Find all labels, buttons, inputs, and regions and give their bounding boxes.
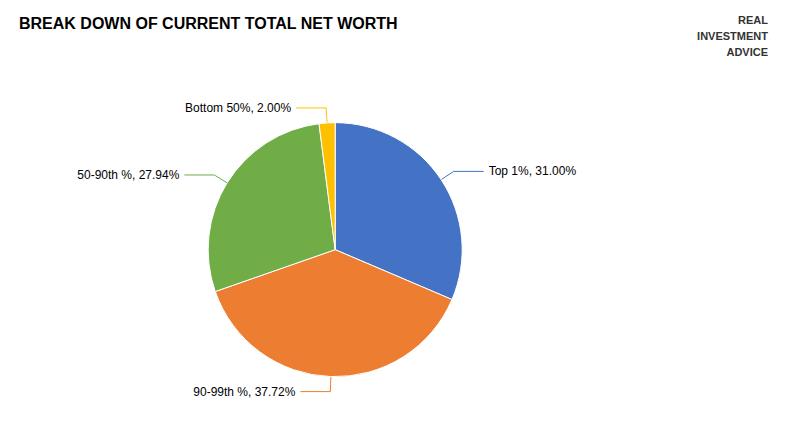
svg-text:Top 1%, 31.00%: Top 1%, 31.00% — [489, 164, 577, 178]
svg-text:90-99th %, 37.72%: 90-99th %, 37.72% — [193, 385, 295, 399]
svg-text:INVESTMENT: INVESTMENT — [697, 30, 768, 42]
svg-text:Bottom 50%, 2.00%: Bottom 50%, 2.00% — [185, 101, 291, 115]
svg-text:50-90th %, 27.94%: 50-90th %, 27.94% — [77, 168, 179, 182]
svg-text:ADVICE: ADVICE — [726, 46, 768, 58]
svg-text:BREAK DOWN OF CURRENT TOTAL NE: BREAK DOWN OF CURRENT TOTAL NET WORTH — [19, 15, 398, 32]
svg-text:REAL: REAL — [738, 14, 768, 26]
